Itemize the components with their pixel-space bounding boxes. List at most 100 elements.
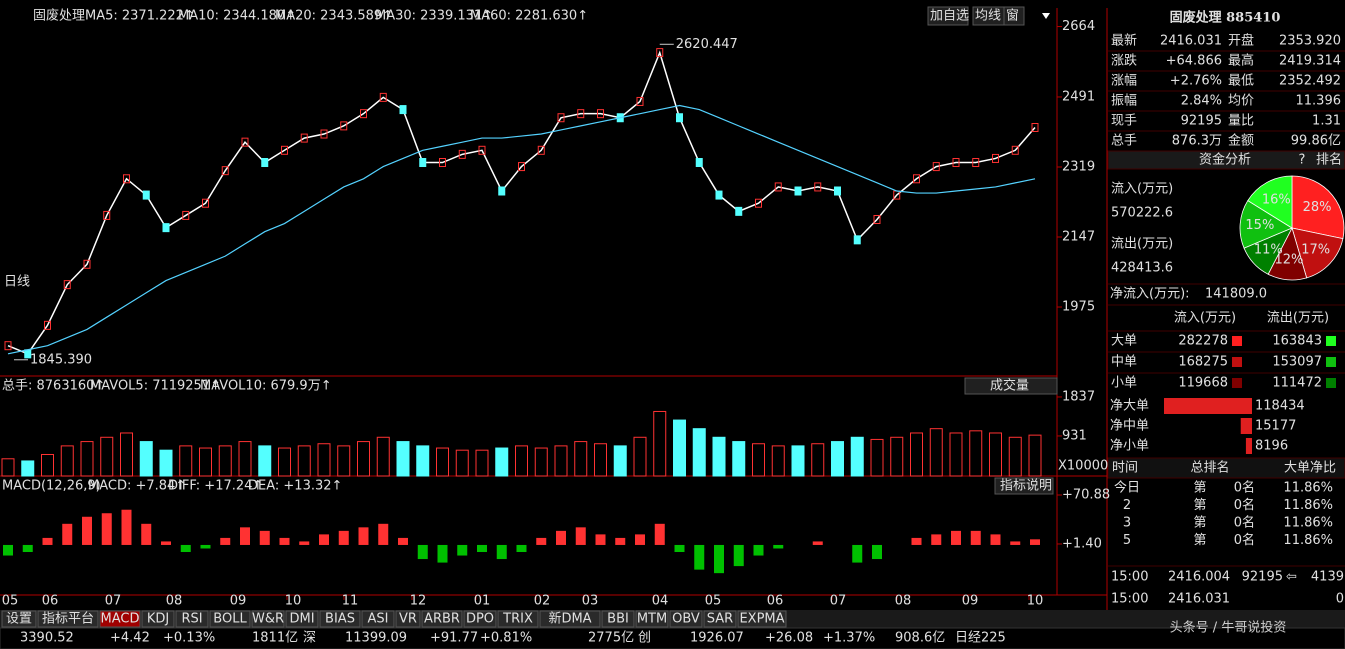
macd-bar xyxy=(556,530,566,545)
macd-bar xyxy=(279,537,290,545)
volume-bar xyxy=(791,445,805,477)
macd-bar xyxy=(674,544,685,553)
tab-frame xyxy=(37,610,99,628)
y-tick-label: 2664 xyxy=(1062,19,1095,34)
toolbar-button[interactable]: 加自选 xyxy=(930,9,969,24)
x-tick-label: 05 xyxy=(705,594,722,609)
macd-bar xyxy=(931,534,942,545)
rank-value: 0名 xyxy=(1234,515,1255,531)
volume-bar xyxy=(910,432,923,477)
tab-frame xyxy=(421,610,463,628)
status-item: 2775亿 xyxy=(588,631,634,646)
help-button[interactable]: ? xyxy=(1299,153,1306,168)
volume-bar xyxy=(41,453,54,477)
candle xyxy=(360,109,367,119)
y-tick-label: 1975 xyxy=(1062,300,1095,315)
indicator-tab[interactable]: KDJ xyxy=(147,612,169,627)
volume-bar xyxy=(21,460,35,477)
x-tick-label: 05 xyxy=(2,594,19,609)
candle xyxy=(814,182,822,192)
x-tick-label: 06 xyxy=(767,594,784,609)
macd-bar xyxy=(299,541,310,545)
status-item: +91.77 xyxy=(430,631,478,646)
rank-value: 0名 xyxy=(1234,497,1255,513)
indicator-help[interactable]: 指标说明 xyxy=(1000,479,1052,494)
volume-bar xyxy=(594,443,607,477)
low-annotation: 1845.390 xyxy=(30,352,92,367)
rank-ratio: 11.86% xyxy=(1283,481,1333,496)
outflow-label: 流出(万元) xyxy=(1111,237,1173,252)
quote-label: 现手 xyxy=(1111,114,1137,129)
macd-bar xyxy=(496,544,507,560)
x-tick-label: 06 xyxy=(42,594,59,609)
indicator-tab[interactable]: OBV xyxy=(672,612,700,627)
indicator-tab[interactable]: 指标平台 xyxy=(42,612,94,627)
indicator-tab[interactable]: 设置 xyxy=(6,612,32,627)
trade-price: 2416.004 xyxy=(1168,570,1230,585)
rank-value: 0名 xyxy=(1234,480,1255,496)
indicator-tab[interactable]: DMI xyxy=(289,612,314,627)
rank-button[interactable]: 排名 xyxy=(1316,152,1342,168)
quote-value: 876.3万 xyxy=(1172,134,1222,149)
volume-bar xyxy=(989,432,1002,477)
indicator-tab[interactable]: EXPMA xyxy=(739,612,784,627)
indicator-tab[interactable]: 新DMA xyxy=(548,611,591,627)
toolbar-button[interactable]: 均线 xyxy=(975,9,1001,24)
toolbar-button[interactable]: 窗 xyxy=(1006,8,1019,24)
volume-bar xyxy=(534,447,548,477)
button-frame xyxy=(994,477,1054,495)
candle xyxy=(972,158,980,168)
period-label: 日线 xyxy=(4,275,30,290)
indicator-selector[interactable]: 成交量 xyxy=(990,378,1029,394)
y-tick-label: 2319 xyxy=(1062,159,1095,174)
macd-bar xyxy=(635,534,645,545)
macd-bar xyxy=(773,544,784,549)
candle xyxy=(577,109,585,119)
macd-bar xyxy=(220,537,231,545)
quote-label: 最高 xyxy=(1228,53,1254,69)
net-flow-bar xyxy=(1164,398,1252,414)
volume-bar xyxy=(574,441,588,477)
indicator-tab[interactable]: ASI xyxy=(368,612,389,627)
quote-label: 总手 xyxy=(1111,134,1137,149)
x-tick-label: 01 xyxy=(474,594,491,609)
indicator-tab[interactable]: ARBR xyxy=(424,612,460,627)
indicator-tab[interactable]: RSI xyxy=(181,612,202,627)
macd-bar xyxy=(22,544,33,553)
rank-prefix: 第 xyxy=(1193,533,1206,548)
net-flow-value: 118434 xyxy=(1255,399,1305,414)
quote-label: 开盘 xyxy=(1228,33,1254,49)
quote-label: 最新 xyxy=(1111,33,1137,49)
macd-header: DIFF: +17.24↑ xyxy=(168,479,263,494)
indicator-tab[interactable]: SAR xyxy=(707,612,733,627)
indicator-tab[interactable]: MACD xyxy=(101,612,140,627)
candle xyxy=(202,198,209,208)
volume-bar xyxy=(1028,434,1042,477)
tab-frame xyxy=(463,610,497,628)
macd-bar xyxy=(516,544,527,553)
button-frame xyxy=(1003,6,1025,26)
indicator-tab[interactable]: BIAS xyxy=(325,612,355,627)
macd-bar xyxy=(615,537,626,545)
macd-bar xyxy=(654,523,665,545)
price-line xyxy=(7,50,1036,355)
candle xyxy=(834,186,841,196)
volume-bar xyxy=(120,432,133,477)
candle xyxy=(735,206,743,216)
indicator-tab[interactable]: TRIX xyxy=(502,612,533,627)
candle xyxy=(44,320,51,330)
indicator-tab[interactable]: VR xyxy=(399,612,417,627)
indicator-tab[interactable]: MTM xyxy=(637,612,667,627)
tab-frame xyxy=(497,610,539,628)
tab-frame xyxy=(601,610,635,628)
indicator-tab[interactable]: BOLL xyxy=(213,612,247,627)
candle xyxy=(597,109,604,119)
volume-bar xyxy=(238,441,252,477)
indicator-tab[interactable]: W&R xyxy=(252,612,284,627)
indicator-tab[interactable]: DPO xyxy=(466,612,494,627)
ma-label: MA30: 2339.131↑ xyxy=(375,9,493,24)
volume-bar xyxy=(890,436,904,477)
indicator-tab[interactable]: BBI xyxy=(607,612,629,627)
high-annotation: 2620.447 xyxy=(676,37,738,52)
